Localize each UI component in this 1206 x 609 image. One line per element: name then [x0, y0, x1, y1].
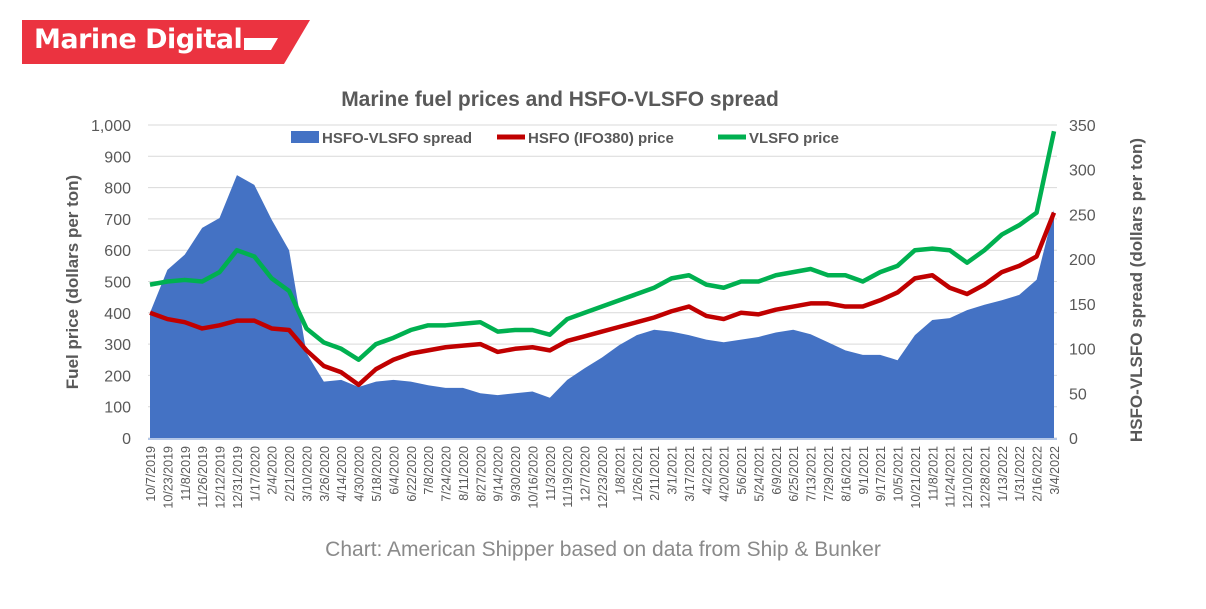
- x-tick-label: 11/8/2019: [179, 446, 193, 501]
- source-caption: Chart: American Shipper based on data fr…: [325, 538, 881, 561]
- x-tick-label: 12/7/2020: [579, 446, 593, 502]
- y2-tick-label: 250: [1069, 207, 1096, 224]
- x-tick-label: 9/1/2021: [857, 446, 871, 495]
- price-lines-layer: [149, 130, 1057, 388]
- x-tick-label: 12/23/2020: [596, 446, 610, 509]
- y-tick-label: 900: [104, 149, 131, 166]
- spread-area: [150, 175, 1054, 438]
- x-tick-label: 8/11/2020: [457, 446, 471, 501]
- y-axis-label: Fuel price (dollars per ton): [63, 175, 82, 389]
- x-tick-label: 4/30/2020: [353, 446, 367, 502]
- spread-area-layer: [150, 175, 1054, 438]
- y2-tick-label: 100: [1069, 342, 1096, 359]
- x-tick-label: 12/12/2019: [214, 446, 228, 509]
- y-tick-label: 100: [104, 400, 131, 417]
- x-tick-label: 3/17/2021: [683, 446, 697, 502]
- right-axis-ticks: 0 50 100 150 200 250 300 350: [1069, 118, 1096, 448]
- x-tick-label: 2/11/2021: [648, 446, 662, 501]
- x-tick-label: 6/9/2021: [770, 446, 784, 495]
- legend-swatch: [291, 131, 319, 143]
- y2-tick-label: 300: [1069, 163, 1096, 180]
- brand-logo: [22, 20, 310, 64]
- x-tick-label: 10/5/2021: [892, 446, 906, 502]
- y-tick-label: 700: [104, 212, 131, 229]
- x-tick-label: 12/28/2021: [978, 446, 992, 509]
- x-tick-label: 7/8/2020: [422, 446, 436, 495]
- x-tick-label: 8/16/2021: [839, 446, 853, 502]
- hsfo-price-line: [149, 211, 1057, 388]
- y2-tick-label: 150: [1069, 297, 1096, 314]
- x-tick-label: 5/18/2020: [370, 446, 384, 502]
- x-tick-label: 4/14/2020: [335, 446, 349, 502]
- x-tick-label: 11/19/2020: [561, 446, 575, 508]
- x-tick-label: 2/21/2020: [283, 446, 297, 502]
- x-tick-label: 12/31/2019: [231, 446, 245, 509]
- x-tick-label: 11/26/2019: [196, 446, 210, 508]
- x-tick-label: 7/24/2020: [440, 446, 454, 502]
- x-tick-label: 3/4/2022: [1048, 446, 1062, 495]
- x-tick-label: 3/26/2020: [318, 446, 332, 502]
- x-tick-label: 4/2/2021: [700, 446, 714, 495]
- x-tick-label: 2/16/2022: [1031, 446, 1045, 502]
- y-tick-label: 400: [104, 306, 131, 323]
- y-tick-label: 200: [104, 368, 131, 385]
- x-tick-label: 1/13/2022: [996, 446, 1010, 502]
- x-tick-label: 3/10/2020: [300, 446, 314, 502]
- x-axis-ticks: 10/7/2019 10/23/2019 11/8/2019 11/26/2019 12…: [144, 446, 1062, 509]
- y-tick-label: 1,000: [91, 118, 131, 135]
- y2-axis-label: HSFO-VLSFO spread (dollars per ton): [1127, 138, 1146, 442]
- y2-tick-label: 200: [1069, 252, 1096, 269]
- x-tick-label: 10/7/2019: [144, 446, 158, 502]
- y-tick-label: 500: [104, 275, 131, 292]
- legend: HSFO-VLSFO spread HSFO (IFO380) price VLSF…: [291, 130, 839, 147]
- x-tick-label: 8/27/2020: [474, 446, 488, 502]
- x-tick-label: 7/13/2021: [805, 446, 819, 502]
- y-tick-label: 0: [122, 431, 131, 448]
- x-tick-label: 4/20/2021: [718, 446, 732, 502]
- chart-title: Marine fuel prices and HSFO-VLSFO spread: [341, 88, 779, 111]
- legend-vlsfo: VLSFO price: [749, 130, 839, 147]
- x-tick-label: 10/23/2019: [161, 446, 175, 509]
- x-tick-label: 1/31/2022: [1013, 446, 1027, 502]
- x-tick-label: 9/30/2020: [509, 446, 523, 502]
- x-tick-label: 11/24/2021: [944, 446, 958, 508]
- y2-tick-label: 50: [1069, 386, 1087, 403]
- y2-tick-label: 0: [1069, 431, 1078, 448]
- x-tick-label: 9/17/2021: [874, 446, 888, 502]
- x-tick-label: 6/25/2021: [787, 446, 801, 502]
- x-tick-label: 11/8/2021: [926, 446, 940, 501]
- x-tick-label: 10/16/2020: [526, 446, 540, 509]
- gridlines: [148, 124, 1057, 440]
- legend-spread: HSFO-VLSFO spread: [322, 130, 472, 147]
- x-tick-label: 11/3/2020: [544, 446, 558, 501]
- x-tick-label: 1/17/2020: [248, 446, 262, 502]
- x-tick-label: 6/22/2020: [405, 446, 419, 502]
- y-tick-label: 800: [104, 181, 131, 198]
- x-tick-label: 7/29/2021: [822, 446, 836, 502]
- x-tick-label: 12/10/2021: [961, 446, 975, 509]
- x-tick-label: 5/6/2021: [735, 446, 749, 495]
- brand-name: Marine Digital: [34, 24, 243, 55]
- vlsfo-price-line: [149, 130, 1057, 362]
- x-tick-label: 9/14/2020: [492, 446, 506, 502]
- y-tick-label: 300: [104, 337, 131, 354]
- x-tick-label: 5/24/2021: [752, 446, 766, 502]
- x-tick-label: 6/4/2020: [387, 446, 401, 495]
- x-tick-label: 3/1/2021: [666, 446, 680, 495]
- x-tick-label: 10/21/2021: [909, 446, 923, 509]
- y2-tick-label: 350: [1069, 118, 1096, 135]
- x-tick-label: 2/4/2020: [266, 446, 280, 495]
- x-tick-label: 1/8/2021: [613, 446, 627, 495]
- left-axis-ticks: 0 100 200 300 400 500 600 700 800 900 1,000: [91, 118, 131, 448]
- x-tick-label: 1/26/2021: [631, 446, 645, 502]
- legend-hsfo: HSFO (IFO380) price: [528, 130, 674, 147]
- y-tick-label: 600: [104, 243, 131, 260]
